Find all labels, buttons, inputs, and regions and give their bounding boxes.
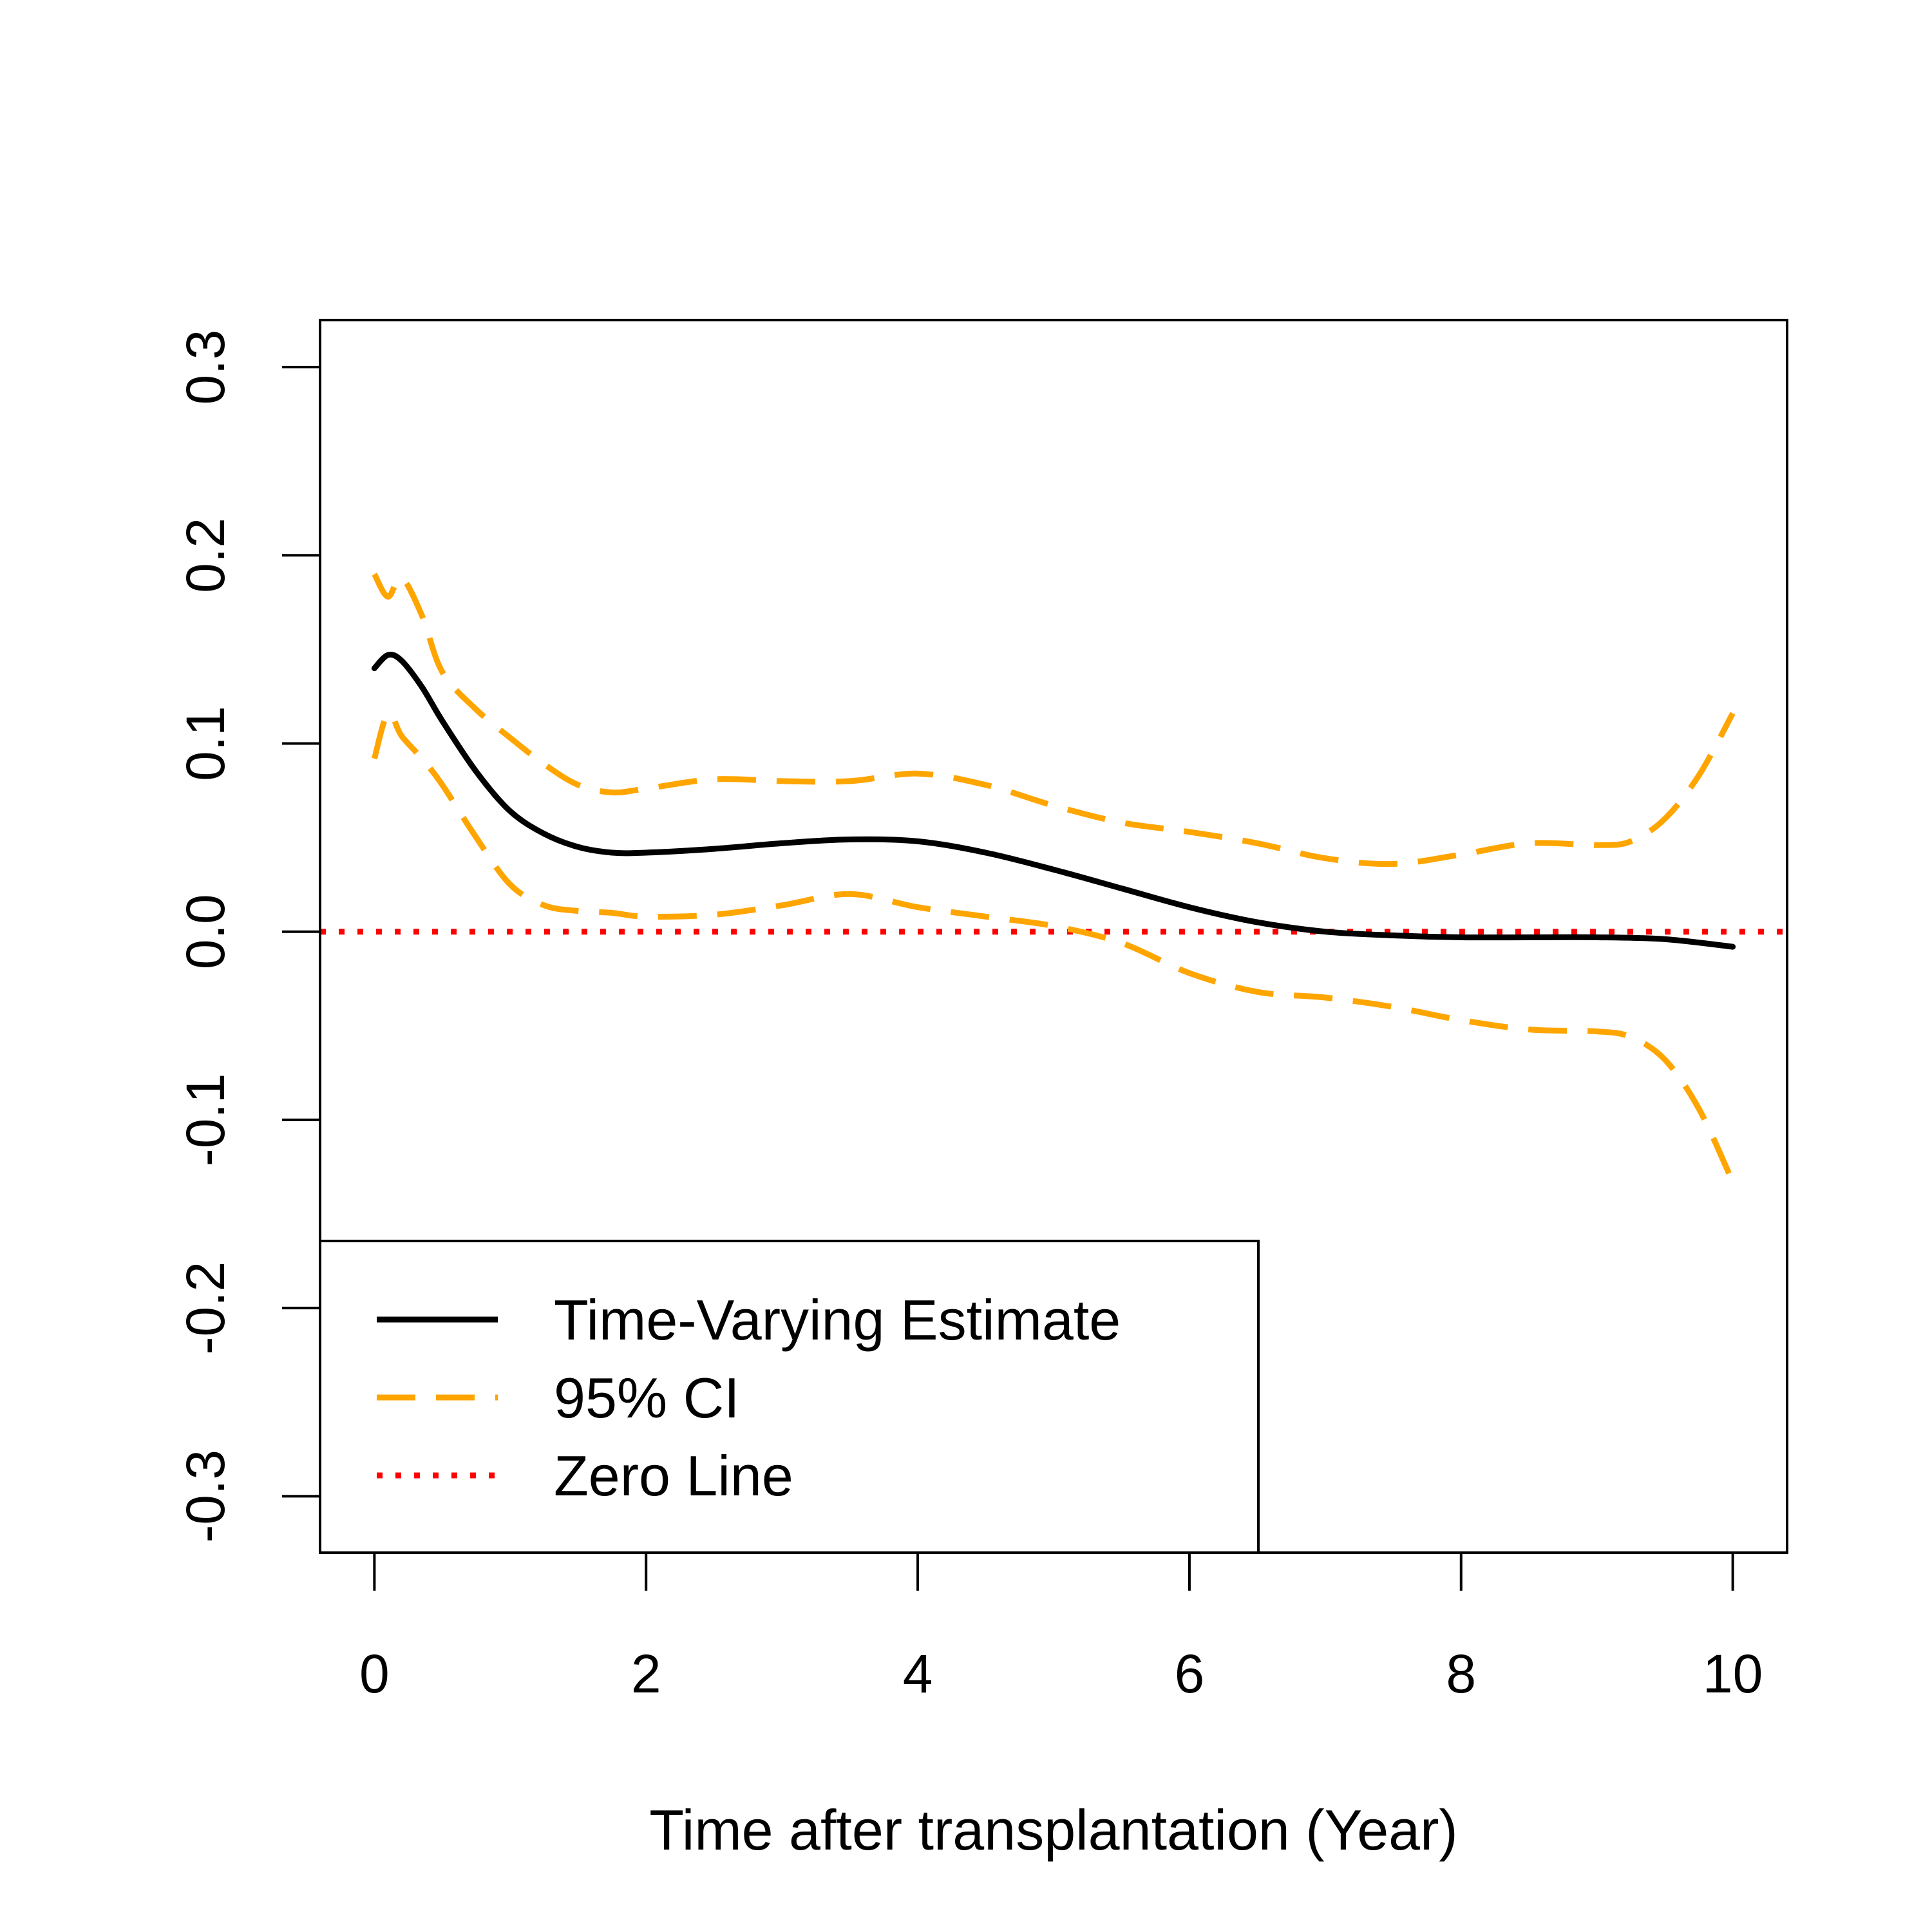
x-tick-label: 6: [1175, 1643, 1205, 1704]
legend-label-estimate: Time-Varying Estimate: [554, 1288, 1121, 1352]
x-tick-label: 0: [359, 1643, 390, 1704]
legend-label-zero: Zero Line: [554, 1444, 793, 1508]
series-ci-lower: [372, 710, 1736, 1184]
series-layer: [320, 573, 1787, 1184]
legend-label-ci: 95% CI: [554, 1366, 740, 1430]
x-tick-label: 8: [1446, 1643, 1476, 1704]
y-tick-label: 0.1: [175, 706, 236, 781]
x-axis-title: Time after transplantation (Year): [649, 1798, 1457, 1862]
legend-box: [319, 1240, 1260, 1554]
y-tick-label: 0.0: [175, 894, 236, 969]
y-tick-label: -0.2: [175, 1262, 236, 1355]
x-tick-label: 4: [903, 1643, 933, 1704]
y-tick-label: -0.3: [175, 1450, 236, 1543]
series-ci-upper: [372, 573, 1736, 867]
x-tick-label: 2: [631, 1643, 661, 1704]
legend: Time-Varying Estimate 95% CI Zero Line: [319, 1240, 1260, 1554]
y-tick-label: 0.3: [175, 330, 236, 405]
x-tick-label: 10: [1703, 1643, 1763, 1704]
y-tick-label: -0.1: [175, 1074, 236, 1167]
series-estimate: [371, 652, 1736, 950]
y-tick-label: 0.2: [175, 518, 236, 593]
